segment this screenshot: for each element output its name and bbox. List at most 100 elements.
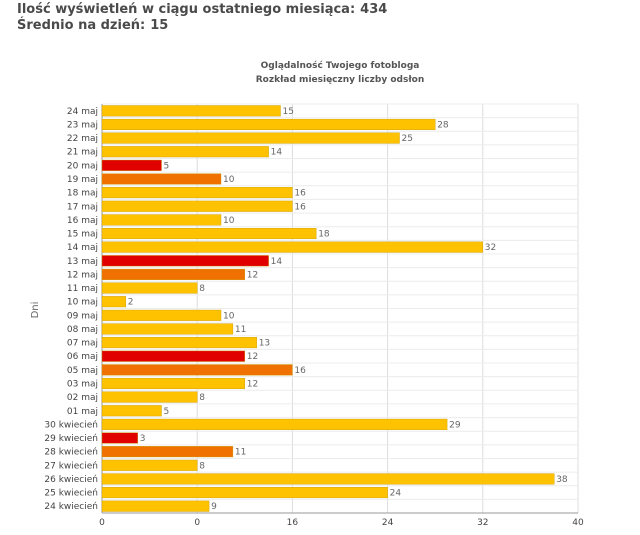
bar bbox=[101, 296, 126, 308]
bar-value-label: 8 bbox=[199, 461, 205, 471]
bar-value-label: 12 bbox=[247, 352, 258, 362]
category-label: 14 maj bbox=[67, 243, 98, 253]
y-axis-title: Dni bbox=[30, 302, 41, 319]
category-label: 07 maj bbox=[67, 339, 98, 349]
bar bbox=[101, 500, 210, 512]
bar bbox=[101, 418, 448, 430]
chart-subtitle: Rozkład miesięczny liczby odsłon bbox=[256, 75, 425, 85]
category-label: 23 maj bbox=[67, 120, 98, 130]
bar-value-label: 12 bbox=[247, 270, 258, 280]
bar-value-label: 10 bbox=[223, 311, 235, 321]
category-label: 30 kwiecień bbox=[44, 420, 98, 430]
bar-value-label: 14 bbox=[271, 257, 283, 267]
bar-value-label: 28 bbox=[437, 120, 449, 130]
monthly-views-line: Ilość wyświetleń w ciągu ostatniego mies… bbox=[17, 2, 387, 18]
bar bbox=[101, 200, 293, 212]
category-label: 22 maj bbox=[67, 134, 98, 144]
bar-value-label: 10 bbox=[223, 175, 235, 185]
x-tick-label: 32 bbox=[477, 518, 488, 528]
stats-summary: Ilość wyświetleń w ciągu ostatniego mies… bbox=[17, 2, 387, 34]
category-label: 28 kwiecień bbox=[44, 448, 98, 458]
bar bbox=[101, 473, 555, 485]
category-label: 25 kwiecień bbox=[44, 489, 98, 499]
bar-value-label: 25 bbox=[402, 134, 413, 144]
bar-value-label: 5 bbox=[164, 161, 170, 171]
category-label: 20 maj bbox=[67, 161, 98, 171]
category-label: 06 maj bbox=[67, 352, 98, 362]
category-label: 29 kwiecień bbox=[44, 434, 98, 444]
category-label: 27 kwiecień bbox=[44, 461, 98, 471]
bar bbox=[101, 187, 293, 199]
category-label: 05 maj bbox=[67, 366, 98, 376]
bar bbox=[101, 432, 138, 444]
category-label: 08 maj bbox=[67, 325, 98, 335]
category-label: 18 maj bbox=[67, 189, 98, 199]
category-label: 19 maj bbox=[67, 175, 98, 185]
category-label: 26 kwiecień bbox=[44, 475, 98, 485]
x-tick-label: 16 bbox=[287, 518, 299, 528]
bar-value-label: 10 bbox=[223, 216, 235, 226]
bar-value-label: 29 bbox=[449, 420, 461, 430]
x-tick-label: 0 bbox=[99, 518, 105, 528]
bar bbox=[101, 268, 246, 280]
bar bbox=[101, 214, 222, 226]
bar bbox=[101, 459, 198, 471]
bar-value-label: 8 bbox=[199, 393, 205, 403]
bar-value-label: 13 bbox=[259, 339, 270, 349]
bar-value-label: 2 bbox=[128, 298, 134, 308]
bar-value-label: 11 bbox=[235, 448, 246, 458]
x-tick-label: 24 bbox=[382, 518, 394, 528]
bar-value-label: 16 bbox=[294, 202, 306, 212]
daily-average-value: 15 bbox=[150, 18, 169, 33]
category-label: 01 maj bbox=[67, 407, 98, 417]
category-label: 09 maj bbox=[67, 311, 98, 321]
category-label: 02 maj bbox=[67, 393, 98, 403]
category-label: 12 maj bbox=[67, 270, 98, 280]
bar-value-label: 16 bbox=[294, 366, 306, 376]
x-tick-label: 0 bbox=[194, 518, 200, 528]
bar bbox=[101, 323, 234, 335]
bar bbox=[101, 309, 222, 321]
bar-value-label: 16 bbox=[294, 189, 306, 199]
bar-value-label: 12 bbox=[247, 379, 258, 389]
daily-average-label: Średnio na dzień: bbox=[17, 18, 146, 33]
bar-value-label: 15 bbox=[283, 107, 294, 117]
category-label: 24 maj bbox=[67, 107, 98, 117]
bar-value-label: 3 bbox=[140, 434, 146, 444]
category-label: 11 maj bbox=[67, 284, 98, 294]
monthly-views-label: Ilość wyświetleń w ciągu ostatniego mies… bbox=[17, 2, 356, 17]
bar-value-label: 8 bbox=[199, 284, 205, 294]
bar-value-label: 5 bbox=[164, 407, 170, 417]
category-label: 15 maj bbox=[67, 230, 98, 240]
bar bbox=[101, 241, 483, 253]
bar bbox=[101, 132, 400, 144]
bar-value-label: 18 bbox=[318, 230, 330, 240]
category-label: 21 maj bbox=[67, 148, 98, 158]
category-label: 24 kwiecień bbox=[44, 502, 98, 512]
bar bbox=[101, 377, 246, 390]
category-label: 13 maj bbox=[67, 257, 98, 267]
bar bbox=[101, 227, 317, 240]
bar bbox=[101, 446, 234, 458]
bar bbox=[101, 487, 388, 499]
chart-grid: 0 0 16 24 32 40 bbox=[99, 103, 584, 528]
daily-average-line: Średnio na dzień: 15 bbox=[17, 18, 387, 34]
bar bbox=[101, 391, 198, 403]
bar bbox=[101, 405, 162, 417]
bar-value-label: 24 bbox=[390, 489, 402, 499]
bar-value-label: 38 bbox=[556, 475, 568, 485]
category-label: 16 maj bbox=[67, 216, 98, 226]
x-tick-label: 40 bbox=[572, 518, 584, 528]
bar bbox=[101, 350, 246, 362]
bar bbox=[101, 146, 269, 158]
chart-title: Oglądalność Twojego fotobloga bbox=[261, 60, 420, 71]
bar-value-label: 11 bbox=[235, 325, 246, 335]
monthly-views-value: 434 bbox=[360, 2, 388, 17]
bar-value-label: 32 bbox=[485, 243, 496, 253]
bar bbox=[101, 282, 198, 294]
bar bbox=[101, 105, 281, 117]
bar-value-label: 9 bbox=[211, 502, 217, 512]
